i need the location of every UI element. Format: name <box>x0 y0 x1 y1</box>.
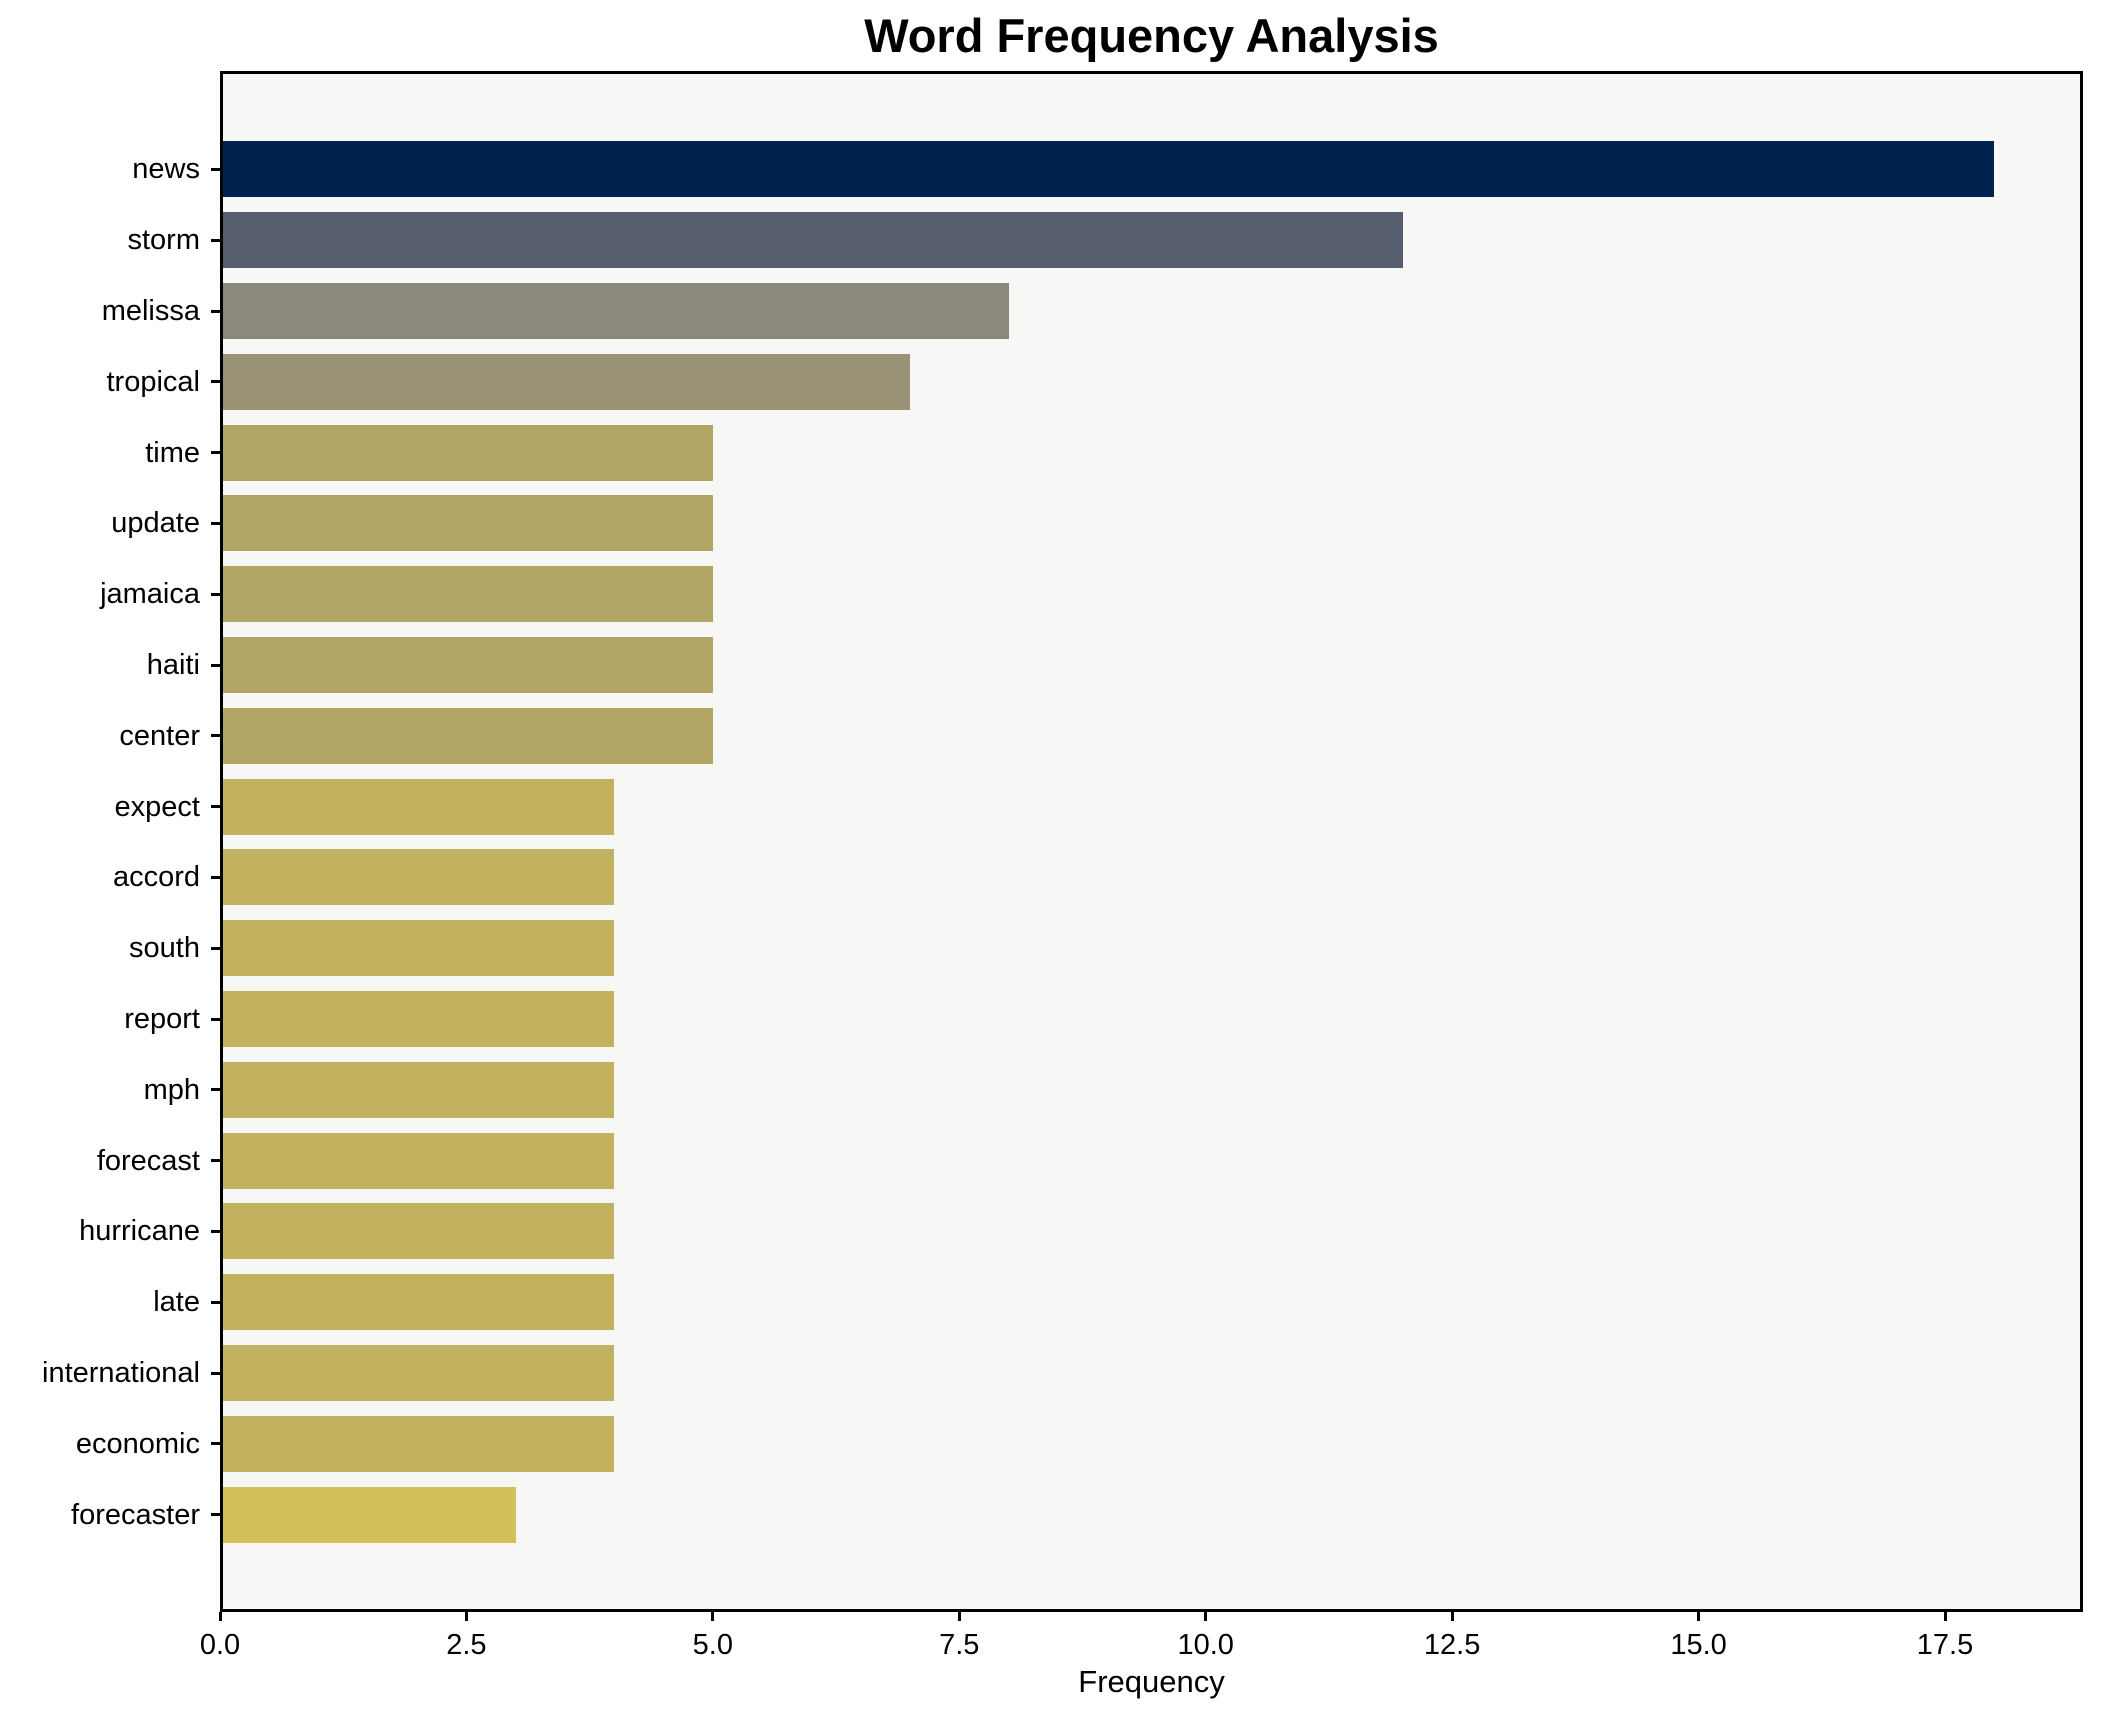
bar-time <box>220 424 713 481</box>
y-tick-label-mph: mph <box>143 1073 200 1106</box>
y-tick-label-update: update <box>111 507 200 540</box>
plot-area <box>220 71 2083 1612</box>
bar-storm <box>220 212 1403 269</box>
x-axis-label: Frequency <box>1078 1664 1225 1699</box>
y-tick-label-haiti: haiti <box>146 649 200 681</box>
bar-international <box>220 1345 615 1401</box>
y-tick-label-hurricane: hurricane <box>79 1215 200 1248</box>
bar-report <box>220 991 615 1047</box>
x-tick-label-5.0: 5.0 <box>692 1629 733 1661</box>
y-tick-label-news: news <box>132 153 200 186</box>
y-tick-label-melissa: melissa <box>101 295 200 327</box>
y-tick-mark <box>211 1513 220 1517</box>
y-tick-mark <box>211 946 220 950</box>
y-tick-label-late: late <box>153 1286 200 1319</box>
x-tick-label-10.0: 10.0 <box>1177 1629 1234 1661</box>
y-tick-label-accord: accord <box>112 861 200 894</box>
y-tick-mark <box>211 238 220 242</box>
y-tick-label-storm: storm <box>127 224 201 257</box>
y-tick-label-forecaster: forecaster <box>71 1498 200 1531</box>
x-tick-mark <box>218 1612 222 1621</box>
y-tick-mark <box>211 1017 220 1021</box>
bar-forecast <box>220 1132 615 1189</box>
bar-economic <box>220 1415 615 1472</box>
y-tick-mark <box>211 592 220 596</box>
y-tick-label-economic: economic <box>75 1427 200 1460</box>
y-tick-mark <box>211 875 220 879</box>
bar-center <box>220 707 713 764</box>
y-tick-mark <box>211 1088 220 1092</box>
y-tick-mark <box>211 521 220 525</box>
y-tick-label-expect: expect <box>114 790 200 823</box>
y-tick-label-time: time <box>145 436 200 469</box>
x-tick-mark <box>1450 1612 1454 1621</box>
y-tick-mark <box>211 451 220 455</box>
y-tick-label-report: report <box>124 1003 200 1035</box>
bar-late <box>220 1274 615 1331</box>
y-tick-label-center: center <box>119 719 200 752</box>
y-tick-mark <box>211 380 220 384</box>
bar-haiti <box>220 637 713 693</box>
y-tick-mark <box>211 1159 220 1163</box>
bar-expect <box>220 778 615 835</box>
x-tick-label-15.0: 15.0 <box>1670 1629 1727 1661</box>
x-tick-mark <box>1697 1612 1701 1621</box>
bar-update <box>220 495 713 552</box>
x-tick-mark <box>1204 1612 1208 1621</box>
bar-accord <box>220 849 615 906</box>
y-tick-label-forecast: forecast <box>96 1144 200 1177</box>
chart-title: Word Frequency Analysis <box>864 9 1439 62</box>
x-tick-label-7.5: 7.5 <box>939 1629 980 1661</box>
bar-south <box>220 920 615 977</box>
bar-hurricane <box>220 1203 615 1260</box>
y-tick-label-tropical: tropical <box>106 365 201 398</box>
bar-jamaica <box>220 566 713 623</box>
x-tick-mark <box>711 1612 715 1621</box>
bar-forecaster <box>220 1486 516 1543</box>
y-tick-mark <box>211 309 220 313</box>
y-tick-label-jamaica: jamaica <box>100 578 200 611</box>
y-tick-mark <box>211 1229 220 1233</box>
bar-mph <box>220 1061 615 1118</box>
y-tick-mark <box>211 1300 220 1304</box>
y-tick-mark <box>211 734 220 738</box>
y-tick-mark <box>211 663 220 667</box>
y-tick-mark <box>211 1442 220 1446</box>
x-tick-label-2.5: 2.5 <box>446 1629 487 1661</box>
x-tick-label-17.5: 17.5 <box>1916 1629 1974 1661</box>
x-tick-label-0.0: 0.0 <box>199 1629 241 1661</box>
x-tick-mark <box>464 1612 468 1621</box>
y-tick-mark <box>211 805 220 809</box>
x-tick-mark <box>957 1612 961 1621</box>
bar-news <box>220 141 1995 198</box>
y-tick-mark <box>211 1371 220 1375</box>
bar-melissa <box>220 283 1009 339</box>
bar-tropical <box>220 353 910 410</box>
x-tick-mark <box>1943 1612 1947 1621</box>
y-tick-mark <box>211 167 220 171</box>
y-tick-label-south: south <box>129 932 200 965</box>
x-tick-label-12.5: 12.5 <box>1423 1629 1481 1661</box>
y-tick-label-international: international <box>42 1357 200 1389</box>
